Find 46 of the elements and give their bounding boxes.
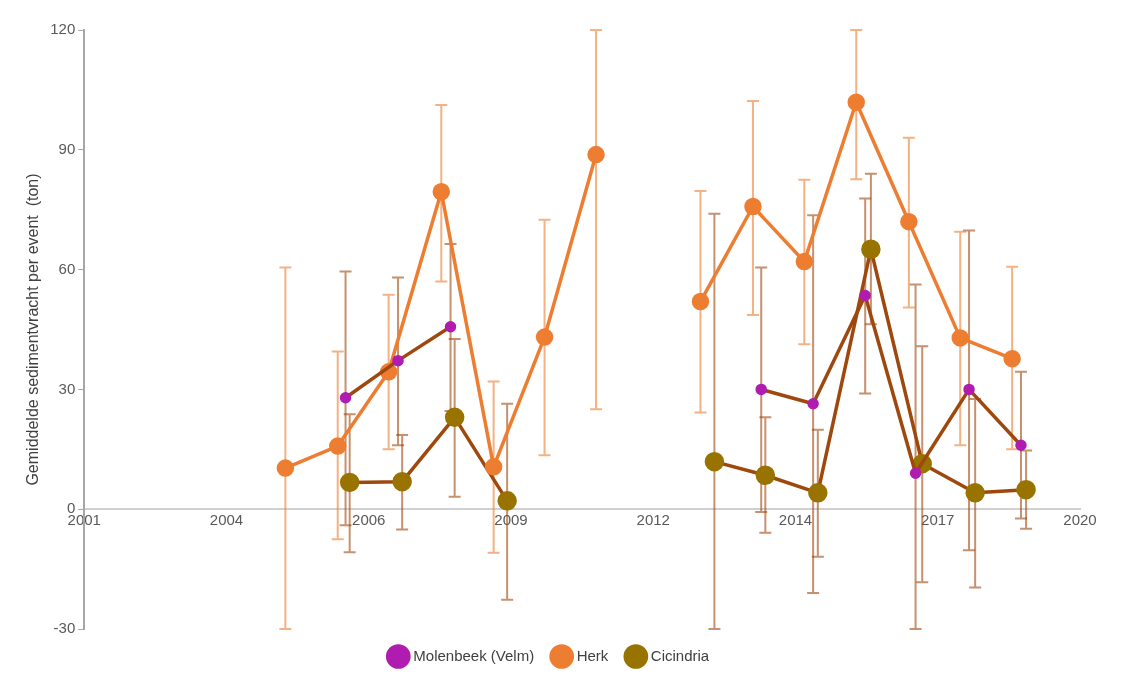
y-tick-label: 90 — [58, 139, 76, 157]
point — [444, 407, 465, 428]
point — [1016, 479, 1036, 500]
point — [951, 329, 969, 347]
point — [432, 182, 451, 201]
y-axis-title: Gemiddelde sedimentvracht per event (ton) — [24, 173, 42, 486]
point — [859, 289, 871, 302]
point — [963, 383, 975, 396]
point — [587, 145, 605, 164]
point — [484, 458, 503, 476]
point — [328, 437, 347, 455]
point — [755, 383, 767, 396]
y-tick-label: 120 — [50, 20, 76, 38]
point — [444, 320, 457, 333]
point — [691, 292, 710, 311]
point — [909, 467, 922, 480]
point — [339, 472, 360, 493]
point — [807, 398, 819, 410]
point — [392, 354, 404, 367]
legend-label: Herk — [576, 646, 609, 664]
point — [704, 451, 725, 472]
point — [1003, 349, 1021, 368]
point — [861, 239, 881, 259]
point — [497, 491, 517, 511]
legend-label: Molenbeek (Velm) — [413, 646, 535, 664]
x-tick-label: 2004 — [209, 511, 244, 529]
y-tick-label: 30 — [58, 379, 76, 397]
legend-label: Cicindria — [650, 646, 710, 664]
x-tick-label: 2014 — [778, 511, 813, 529]
y-tick-label: 60 — [58, 259, 76, 277]
point — [755, 465, 776, 486]
point — [795, 252, 814, 271]
point — [276, 459, 295, 477]
point — [847, 93, 865, 112]
point — [808, 483, 828, 503]
point — [339, 392, 352, 404]
point — [744, 197, 762, 216]
x-tick-label: 2006 — [352, 511, 386, 529]
point — [900, 212, 918, 231]
x-tick-label: 2012 — [636, 511, 670, 529]
point — [535, 328, 554, 346]
point — [965, 483, 985, 503]
point — [1015, 439, 1027, 452]
y-tick-label: -30 — [53, 619, 76, 637]
x-tick-label: 2020 — [1063, 511, 1097, 529]
point — [392, 471, 412, 492]
